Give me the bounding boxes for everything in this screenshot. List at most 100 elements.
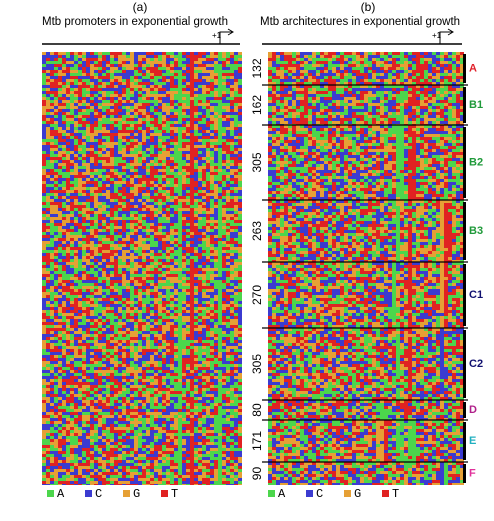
sequence-cell [154,343,158,346]
sequence-cell [130,145,134,148]
sequence-cell [42,136,46,139]
sequence-cell [174,202,178,205]
sequence-cell [166,79,170,82]
sequence-cell [190,340,194,343]
sequence-cell [78,277,82,280]
sequence-cell [150,196,154,199]
sequence-cell [174,346,178,349]
sequence-cell [138,169,142,172]
sequence-cell [222,310,226,313]
sequence-cell [70,298,74,301]
sequence-cell [230,259,234,262]
sequence-cell [102,262,106,265]
sequence-cell [102,316,106,319]
sequence-cell [214,70,218,73]
sequence-cell [62,331,66,334]
sequence-cell [190,58,194,61]
sequence-cell [126,151,130,154]
sequence-cell [174,268,178,271]
sequence-cell [126,109,130,112]
sequence-cell [154,151,158,154]
sequence-cell [122,175,126,178]
sequence-cell [158,217,162,220]
sequence-cell [230,175,234,178]
sequence-cell [170,325,174,328]
sequence-cell [150,223,154,226]
sequence-cell [170,202,174,205]
sequence-cell [226,283,230,286]
sequence-cell [54,88,58,91]
sequence-cell [210,319,214,322]
sequence-cell [82,52,86,55]
sequence-cell [210,196,214,199]
sequence-cell [94,331,98,334]
sequence-cell [182,205,186,208]
sequence-cell [206,100,210,103]
sequence-cell [82,241,86,244]
sequence-cell [222,304,226,307]
sequence-cell [54,349,58,352]
sequence-cell [238,94,242,97]
sequence-cell [122,214,126,217]
sequence-cell [174,124,178,127]
sequence-cell [226,313,230,316]
sequence-cell [170,124,174,127]
sequence-cell [174,211,178,214]
sequence-cell [62,124,66,127]
sequence-cell [190,328,194,331]
sequence-cell [126,268,130,271]
sequence-cell [218,334,222,337]
sequence-cell [158,292,162,295]
sequence-cell [50,322,54,325]
sequence-cell [118,133,122,136]
sequence-cell [74,223,78,226]
sequence-cell [114,121,118,124]
sequence-cell [150,256,154,259]
sequence-cell [102,169,106,172]
sequence-cell [166,148,170,151]
sequence-cell [90,226,94,229]
sequence-cell [206,220,210,223]
sequence-cell [90,289,94,292]
sequence-cell [202,163,206,166]
sequence-cell [174,307,178,310]
sequence-cell [206,139,210,142]
sequence-cell [158,118,162,121]
sequence-cell [214,109,218,112]
sequence-cell [106,244,110,247]
sequence-cell [122,244,126,247]
sequence-cell [206,121,210,124]
sequence-cell [62,262,66,265]
sequence-cell [86,316,90,319]
sequence-cell [118,148,122,151]
sequence-cell [222,145,226,148]
sequence-cell [158,121,162,124]
sequence-cell [90,85,94,88]
sequence-cell [102,247,106,250]
sequence-cell [78,79,82,82]
sequence-cell [150,247,154,250]
sequence-cell [214,313,218,316]
sequence-cell [202,217,206,220]
sequence-cell [186,154,190,157]
sequence-cell [110,217,114,220]
sequence-cell [102,88,106,91]
sequence-cell [86,313,90,316]
sequence-cell [234,241,238,244]
sequence-cell [214,316,218,319]
sequence-cell [186,304,190,307]
sequence-cell [194,271,198,274]
sequence-cell [90,160,94,163]
sequence-cell [186,334,190,337]
sequence-cell [126,100,130,103]
sequence-cell [138,250,142,253]
sequence-cell [178,220,182,223]
sequence-cell [58,160,62,163]
sequence-cell [166,226,170,229]
sequence-cell [198,139,202,142]
sequence-cell [82,295,86,298]
sequence-cell [138,52,142,55]
sequence-cell [174,187,178,190]
sequence-cell [162,193,166,196]
sequence-cell [166,199,170,202]
